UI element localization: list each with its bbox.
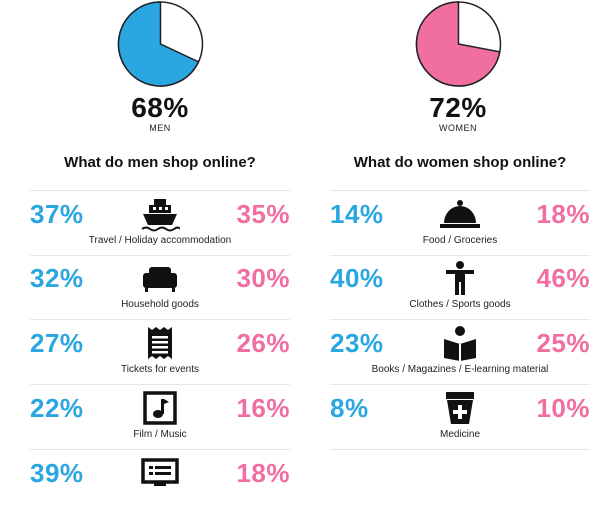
- men-column-title: What do men shop online?: [64, 154, 256, 171]
- women-value: 30%: [236, 263, 290, 293]
- men-pie-slice: [117, 1, 200, 87]
- music-note-icon: [138, 389, 182, 427]
- women-value: 35%: [236, 199, 290, 229]
- reader-book-icon: [438, 324, 482, 362]
- category-label: Food / Groceries: [422, 235, 498, 246]
- men-row-travel: 37% 35% Travel / Holiday accommodation: [30, 190, 290, 256]
- category-label: Medicine: [439, 429, 481, 440]
- women-row-medicine: 8% 10% Medicine: [330, 385, 590, 450]
- women-value: 46%: [536, 263, 590, 293]
- category-label: Household goods: [121, 299, 199, 310]
- men-value: 23%: [330, 328, 384, 358]
- men-row-film-music: 22% 16% Film / Music: [30, 385, 290, 450]
- men-value: 40%: [330, 263, 384, 293]
- men-row-tickets: 27% 26% Tickets for events: [30, 320, 290, 385]
- women-row-clothes: 40% 46% Clothes / Sports goods: [330, 255, 590, 320]
- women-value: 10%: [536, 393, 590, 423]
- medicine-bottle-icon: [438, 389, 482, 427]
- men-share: 68%: [131, 92, 189, 123]
- women-share: 72%: [429, 92, 487, 123]
- category-label: Books / Magazines / E-learning material: [371, 364, 549, 375]
- cloche-icon: [438, 195, 482, 233]
- men-label: MEN: [149, 123, 171, 133]
- monitor-icon: [138, 454, 182, 492]
- women-column-title: What do women shop online?: [353, 154, 567, 171]
- sofa-icon: [138, 259, 182, 297]
- men-value: 14%: [330, 199, 384, 229]
- women-value: 26%: [236, 328, 290, 358]
- women-value: 16%: [236, 393, 290, 423]
- women-label: WOMEN: [439, 123, 477, 133]
- men-pie-chart: [117, 1, 204, 87]
- men-value: 8%: [330, 393, 369, 423]
- women-row-books: 23% 25% Books / Magazines / E-learning m…: [330, 320, 590, 385]
- category-label: Tickets for events: [121, 364, 199, 375]
- women-row-food: 14% 18% Food / Groceries: [330, 190, 590, 256]
- women-value: 25%: [536, 328, 590, 358]
- men-value: 22%: [30, 393, 84, 423]
- women-value: 18%: [536, 199, 590, 229]
- men-row-other: 39% 18%: [30, 450, 290, 514]
- men-value: 37%: [30, 199, 84, 229]
- men-row-household: 32% 30% Household goods: [30, 255, 290, 320]
- men-value: 27%: [30, 328, 84, 358]
- women-pie-slice: [415, 1, 501, 87]
- person-icon: [438, 259, 482, 297]
- category-label: Clothes / Sports goods: [409, 299, 511, 310]
- category-label: Film / Music: [133, 429, 187, 440]
- men-value: 39%: [30, 458, 84, 488]
- category-label: Travel / Holiday accommodation: [88, 235, 232, 246]
- ticket-icon: [138, 324, 182, 362]
- men-value: 32%: [30, 263, 84, 293]
- women-pie-chart: [415, 1, 502, 87]
- ship-icon: [138, 195, 182, 233]
- women-value: 18%: [236, 458, 290, 488]
